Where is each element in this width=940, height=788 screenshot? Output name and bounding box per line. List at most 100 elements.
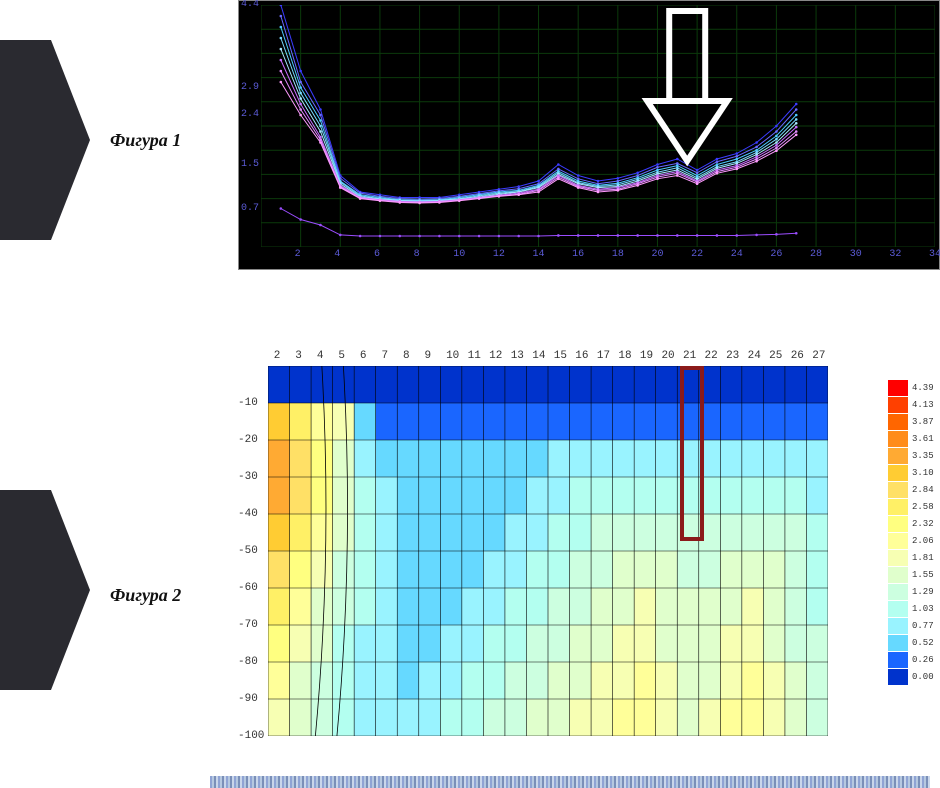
figure2-xtick: 9 [425,350,432,362]
figure2-ytick: -30 [238,471,258,483]
figure2-red-marker [680,366,703,541]
figure2-xtick: 21 [683,350,696,362]
legend-value: 4.13 [912,400,934,410]
legend-value: 2.06 [912,536,934,546]
figure2-xtick: 12 [489,350,502,362]
figure2-ytick: -20 [238,434,258,446]
figure2-xtick: 10 [446,350,459,362]
legend-value: 3.35 [912,451,934,461]
legend-entry: 3.61 [888,431,938,447]
legend-swatch [888,465,908,481]
arrow-down-icon [239,1,939,269]
figure2-xtick: 2 [274,350,281,362]
legend-value: 2.84 [912,485,934,495]
legend-value: 3.87 [912,417,934,427]
noise-strip [210,776,930,788]
figure2-xtick: 25 [769,350,782,362]
figure2-xtick: 4 [317,350,324,362]
legend-entry: 4.13 [888,397,938,413]
legend-swatch [888,567,908,583]
figure2-ytick: -40 [238,508,258,520]
legend-value: 1.81 [912,553,934,563]
legend-entry: 1.03 [888,601,938,617]
legend-swatch [888,652,908,668]
legend-entry: 2.58 [888,499,938,515]
figure2-xtick: 27 [812,350,825,362]
legend-value: 1.29 [912,587,934,597]
legend-value: 0.77 [912,621,934,631]
figure2-ytick: -50 [238,545,258,557]
legend-entry: 1.81 [888,550,938,566]
legend-entry: 0.00 [888,669,938,685]
figure2-xtick: 24 [748,350,761,362]
figure2-xtick: 17 [597,350,610,362]
figure2-xtick: 20 [661,350,674,362]
legend-value: 2.58 [912,502,934,512]
legend-value: 0.26 [912,655,934,665]
legend-entry: 1.29 [888,584,938,600]
legend-swatch [888,601,908,617]
figure2-xtick: 26 [791,350,804,362]
legend-value: 0.00 [912,672,934,682]
legend-entry: 4.39 [888,380,938,396]
figure2-label: Фигура 2 [110,585,181,606]
figure2-xtick: 7 [381,350,388,362]
figure2-ytick: -60 [238,582,258,594]
legend-swatch [888,516,908,532]
side-deco-bottom [0,490,90,690]
figure2-chart: 2345678910111213141516171819202122232425… [238,350,938,770]
legend-swatch [888,482,908,498]
figure2-xtick: 22 [705,350,718,362]
legend-swatch [888,414,908,430]
legend-swatch [888,533,908,549]
legend-entry: 3.35 [888,448,938,464]
figure2-ytick: -100 [238,730,264,742]
figure2-legend: 4.39 4.13 3.87 3.61 3.35 3.10 2.84 2.58 2.32 2.06… [888,380,938,686]
figure2-svg [268,366,828,736]
figure2-xtick: 11 [468,350,481,362]
side-deco-top [0,40,90,240]
legend-swatch [888,635,908,651]
figure2-plot-area [268,366,828,736]
legend-entry: 0.26 [888,652,938,668]
legend-swatch [888,584,908,600]
legend-swatch [888,448,908,464]
legend-entry: 2.06 [888,533,938,549]
legend-entry: 2.84 [888,482,938,498]
legend-entry: 0.77 [888,618,938,634]
legend-value: 3.10 [912,468,934,478]
figure2-xtick: 15 [554,350,567,362]
legend-swatch [888,618,908,634]
figure2-xtick: 3 [295,350,302,362]
legend-entry: 0.52 [888,635,938,651]
legend-value: 2.32 [912,519,934,529]
figure2-ytick: -80 [238,656,258,668]
legend-swatch [888,499,908,515]
legend-swatch [888,669,908,685]
figure2-xtick: 16 [575,350,588,362]
figure1-chart: 0.71.52.42.94.4 246810121416182022242628… [238,0,940,270]
legend-swatch [888,431,908,447]
legend-entry: 2.32 [888,516,938,532]
legend-value: 1.55 [912,570,934,580]
figure2-ytick: -90 [238,693,258,705]
legend-value: 4.39 [912,383,934,393]
figure2-xtick: 18 [618,350,631,362]
legend-entry: 3.87 [888,414,938,430]
figure2-ytick: -70 [238,619,258,631]
figure2-xtick: 23 [726,350,739,362]
figure1-label: Фигура 1 [110,130,181,151]
figure2-xtick: 8 [403,350,410,362]
legend-swatch [888,550,908,566]
legend-value: 0.52 [912,638,934,648]
figure2-xtick: 6 [360,350,367,362]
legend-swatch [888,380,908,396]
figure2-xtick: 19 [640,350,653,362]
legend-swatch [888,397,908,413]
legend-value: 1.03 [912,604,934,614]
figure2-xtick: 14 [532,350,545,362]
legend-entry: 3.10 [888,465,938,481]
figure2-xtick: 5 [338,350,345,362]
figure2-xtick: 13 [511,350,524,362]
legend-value: 3.61 [912,434,934,444]
